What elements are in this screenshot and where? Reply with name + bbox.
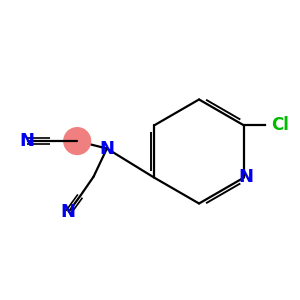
- Text: N: N: [99, 140, 114, 158]
- Text: N: N: [19, 132, 34, 150]
- Circle shape: [64, 128, 91, 154]
- Text: N: N: [61, 203, 76, 221]
- Text: N: N: [238, 169, 253, 187]
- Text: Cl: Cl: [271, 116, 289, 134]
